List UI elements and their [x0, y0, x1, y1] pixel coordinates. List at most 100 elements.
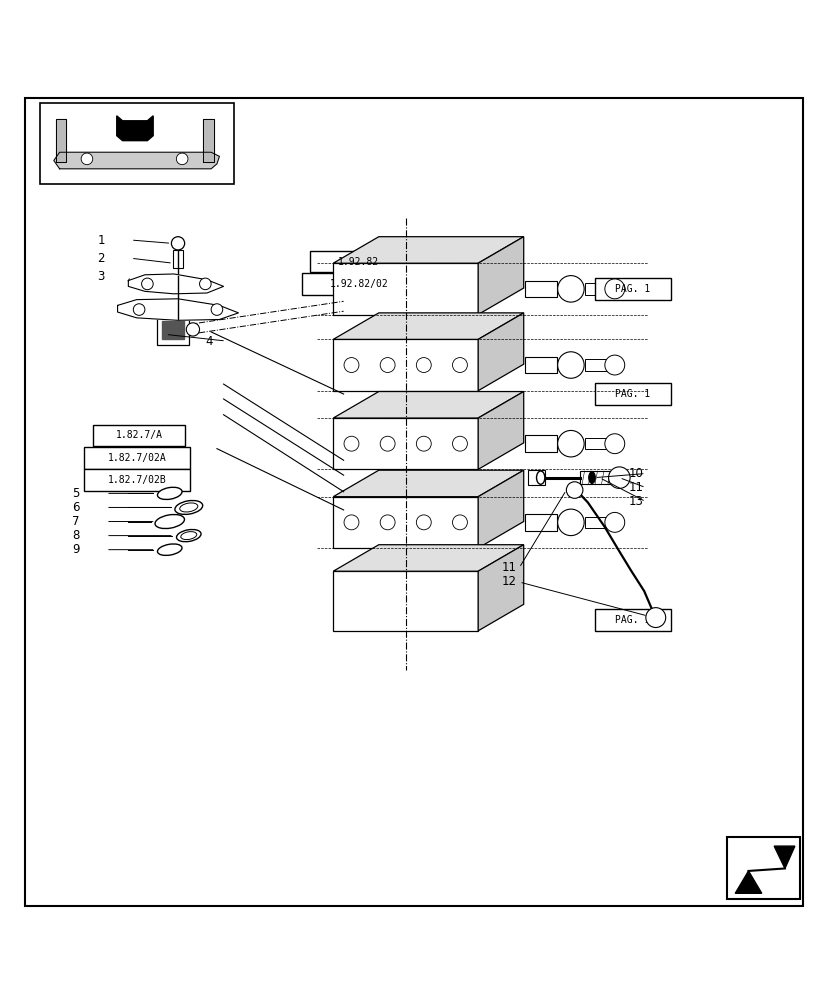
Text: 7: 7 — [72, 515, 80, 528]
Ellipse shape — [176, 530, 201, 542]
Polygon shape — [332, 418, 478, 469]
Circle shape — [416, 436, 431, 451]
Polygon shape — [478, 545, 523, 631]
Text: 6: 6 — [72, 501, 80, 514]
Text: PAG. 1: PAG. 1 — [614, 284, 649, 294]
Bar — [584, 438, 607, 449]
Ellipse shape — [157, 544, 182, 555]
Bar — [93, 425, 185, 446]
Text: 5: 5 — [73, 487, 79, 500]
Circle shape — [199, 278, 211, 290]
Bar — [40, 103, 234, 184]
Bar — [341, 587, 362, 604]
Bar — [453, 502, 471, 512]
Circle shape — [604, 355, 624, 375]
Text: 1.82.7/02A: 1.82.7/02A — [108, 453, 166, 463]
Circle shape — [416, 515, 431, 530]
Polygon shape — [54, 152, 219, 169]
Polygon shape — [478, 237, 523, 315]
Ellipse shape — [536, 471, 544, 484]
Bar — [310, 251, 405, 272]
Text: 1: 1 — [97, 234, 105, 247]
Polygon shape — [478, 313, 523, 391]
Text: 13: 13 — [628, 495, 643, 508]
Text: PAG. 1: PAG. 1 — [614, 389, 649, 399]
Bar — [594, 383, 670, 405]
Bar — [339, 344, 357, 354]
Polygon shape — [773, 846, 794, 868]
Text: PAG. 1: PAG. 1 — [614, 615, 649, 625]
Bar — [594, 278, 670, 300]
Text: 3: 3 — [98, 270, 104, 283]
Bar — [525, 514, 557, 531]
Circle shape — [452, 515, 466, 530]
Polygon shape — [332, 497, 478, 548]
Circle shape — [211, 304, 222, 315]
Text: 12: 12 — [501, 575, 516, 588]
Text: 10: 10 — [628, 467, 643, 480]
Polygon shape — [128, 274, 223, 294]
Circle shape — [645, 608, 665, 628]
Ellipse shape — [180, 532, 197, 540]
Circle shape — [452, 358, 466, 372]
Polygon shape — [332, 470, 523, 497]
Ellipse shape — [179, 503, 198, 512]
Ellipse shape — [155, 515, 184, 529]
Bar — [448, 587, 470, 604]
Circle shape — [604, 279, 624, 299]
Text: 11: 11 — [501, 561, 516, 574]
Bar — [84, 469, 190, 491]
Text: 1.82.7/02B: 1.82.7/02B — [108, 475, 166, 485]
Polygon shape — [203, 119, 213, 162]
Polygon shape — [332, 313, 523, 339]
Circle shape — [604, 434, 624, 454]
Bar — [584, 517, 607, 528]
Circle shape — [343, 515, 359, 530]
Bar — [453, 344, 471, 354]
Text: 4: 4 — [205, 335, 213, 348]
Bar — [528, 470, 544, 485]
Circle shape — [557, 352, 584, 378]
Bar — [584, 359, 607, 371]
Text: 2: 2 — [97, 252, 105, 265]
Circle shape — [186, 323, 199, 336]
Polygon shape — [332, 571, 478, 631]
Bar — [525, 435, 557, 452]
Bar — [726, 837, 799, 899]
Bar — [453, 423, 471, 433]
Bar — [525, 281, 557, 297]
Bar — [339, 502, 357, 512]
Circle shape — [604, 512, 624, 532]
Text: 1.92.82: 1.92.82 — [337, 257, 378, 267]
Polygon shape — [56, 119, 66, 162]
Text: 9: 9 — [72, 543, 80, 556]
Circle shape — [416, 358, 431, 372]
Circle shape — [141, 278, 153, 290]
Bar — [302, 273, 416, 295]
Circle shape — [171, 237, 184, 250]
Text: 1.82.7/A: 1.82.7/A — [116, 430, 162, 440]
Polygon shape — [162, 321, 184, 339]
Bar — [173, 250, 183, 268]
Bar — [525, 357, 557, 373]
Polygon shape — [478, 392, 523, 469]
Circle shape — [343, 436, 359, 451]
Polygon shape — [117, 299, 238, 320]
Circle shape — [452, 436, 466, 451]
Text: 1.92.82/02: 1.92.82/02 — [330, 279, 388, 289]
Polygon shape — [332, 392, 523, 418]
Ellipse shape — [157, 487, 182, 499]
Circle shape — [608, 467, 629, 488]
Circle shape — [380, 436, 394, 451]
Polygon shape — [734, 871, 761, 893]
Circle shape — [343, 358, 359, 372]
Polygon shape — [117, 116, 153, 141]
Bar — [579, 471, 616, 484]
Circle shape — [380, 358, 394, 372]
Bar — [339, 423, 357, 433]
Ellipse shape — [588, 472, 595, 483]
Bar — [157, 314, 189, 345]
Circle shape — [380, 515, 394, 530]
Polygon shape — [332, 545, 523, 571]
Polygon shape — [478, 470, 523, 548]
